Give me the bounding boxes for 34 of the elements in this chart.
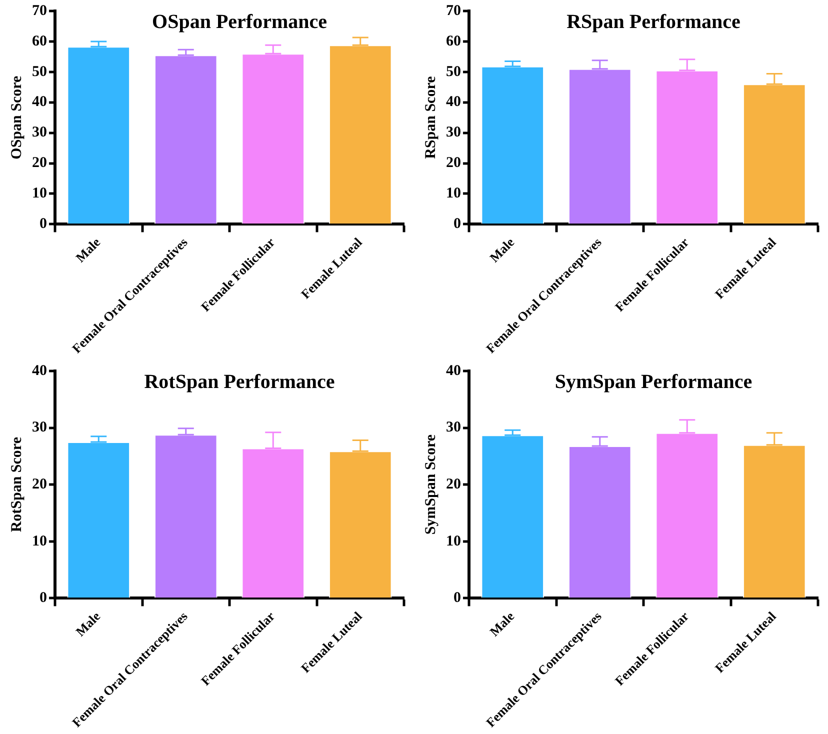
y-tick-label: 30 [446,420,461,436]
chart-title: SymSpan Performance [554,371,752,394]
y-tick-label: 10 [446,186,461,202]
y-tick-label: 20 [446,476,461,492]
y-tick-label: 60 [32,33,47,50]
y-tick-label: 10 [32,186,47,202]
y-tick-label: 50 [446,64,461,80]
y-tick-label: 30 [32,124,47,141]
y-tick-label: 20 [446,155,461,172]
chart-title: RotSpan Performance [144,371,335,394]
y-axis-title: OSpan Score [8,76,25,160]
y-tick-label: 10 [446,533,461,550]
y-tick-label: 30 [446,124,461,141]
y-tick-label: 0 [40,216,47,232]
y-tick-label: 0 [40,590,47,606]
y-tick-label: 70 [32,2,47,19]
y-tick-label: 20 [32,155,47,172]
y-tick-label: 70 [446,2,461,19]
y-tick-label: 30 [32,420,47,436]
y-tick-label: 20 [32,476,47,492]
y-axis-title: RotSpan Score [8,436,25,532]
y-tick-label: 40 [32,94,47,110]
y-tick-label: 50 [32,64,47,80]
y-tick-label: 0 [454,216,461,232]
y-tick-label: 40 [446,362,461,379]
y-tick-label: 10 [32,533,47,550]
y-tick-label: 40 [32,362,47,379]
y-tick-label: 40 [446,94,461,110]
chart-title: OSpan Performance [152,11,328,34]
y-axis-title: SymSpan Score [422,434,439,535]
y-tick-label: 60 [446,33,461,50]
chart-title: RSpan Performance [566,11,741,34]
y-axis-title: RSpan Score [422,76,439,159]
y-tick-label: 0 [454,590,461,606]
